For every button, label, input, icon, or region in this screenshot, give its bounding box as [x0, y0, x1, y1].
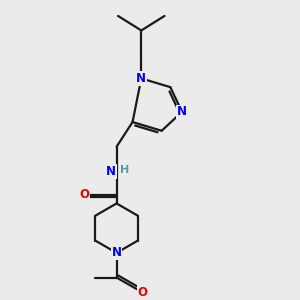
Text: O: O — [138, 286, 148, 298]
Text: N: N — [177, 105, 187, 119]
Text: N: N — [136, 72, 146, 85]
Text: N: N — [106, 165, 116, 178]
Text: N: N — [112, 246, 122, 260]
Text: H: H — [120, 165, 129, 175]
Text: O: O — [80, 188, 90, 201]
